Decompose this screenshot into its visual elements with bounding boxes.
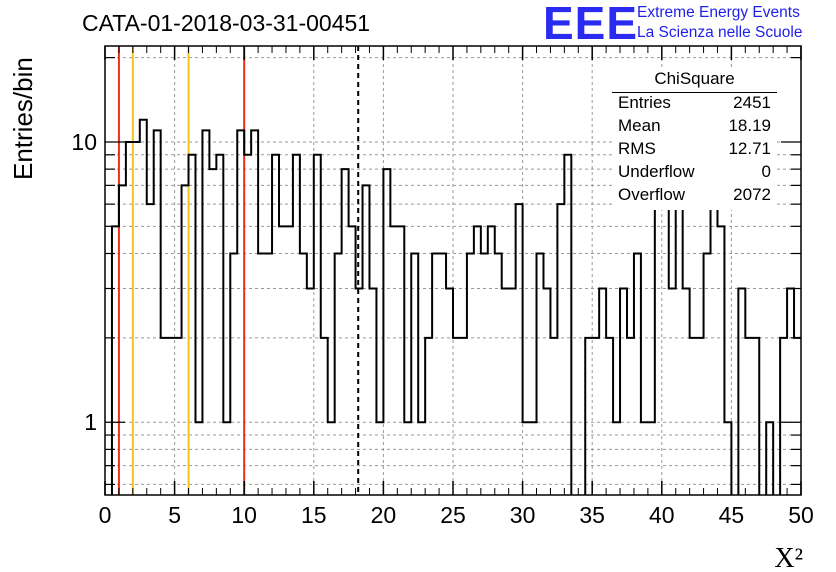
tick-labels: 0 5 10 15 20 25 30 35 40 45 50 1 10 bbox=[71, 129, 813, 528]
x-tick-label: 50 bbox=[788, 502, 814, 528]
stats-row-underflow: Underflow 0 bbox=[618, 162, 771, 184]
histogram-line bbox=[110, 118, 801, 495]
stats-value: 12.71 bbox=[728, 139, 771, 158]
y-axis-label: Entries/bin bbox=[8, 57, 38, 180]
logo-line-2: La Scienza nelle Scuole bbox=[637, 24, 803, 41]
chart-title: CATA-01-2018-03-31-00451 bbox=[82, 10, 371, 36]
reference-lines bbox=[117, 46, 360, 495]
stats-key: Mean bbox=[618, 116, 661, 135]
x-tick-label: 20 bbox=[371, 502, 397, 528]
x-tick-label: 15 bbox=[301, 502, 327, 528]
logo-line-1: Extreme Energy Events bbox=[637, 4, 800, 21]
stats-row-entries: Entries 2451 bbox=[618, 93, 771, 115]
stats-box: ChiSquare Entries 2451 Mean 18.19 RMS 12.71… bbox=[612, 67, 777, 210]
x-tick-label: 0 bbox=[99, 502, 112, 528]
x-tick-label: 25 bbox=[440, 502, 466, 528]
eee-logo: EEE Extreme Energy Events La Scienza nel… bbox=[543, 0, 836, 49]
stats-row-overflow: Overflow 2072 bbox=[618, 185, 771, 207]
x-tick-label: 10 bbox=[231, 502, 257, 528]
stats-divider bbox=[612, 92, 777, 93]
x-tick-label: 45 bbox=[719, 502, 745, 528]
y-tick-label: 1 bbox=[84, 409, 97, 435]
stats-key: Underflow bbox=[618, 162, 695, 181]
x-tick-label: 5 bbox=[168, 502, 181, 528]
stats-key: Entries bbox=[618, 93, 671, 112]
stats-title: ChiSquare bbox=[654, 69, 735, 88]
x-tick-label: 35 bbox=[579, 502, 605, 528]
stats-row-rms: RMS 12.71 bbox=[618, 139, 771, 161]
x-axis-label: X² bbox=[774, 543, 803, 572]
x-tick-label: 30 bbox=[510, 502, 536, 528]
stats-value: 18.19 bbox=[728, 116, 771, 135]
stats-key: RMS bbox=[618, 139, 656, 158]
y-tick-label: 10 bbox=[71, 129, 97, 155]
axis-ticks bbox=[104, 46, 802, 495]
logo-letters: EEE bbox=[543, 0, 639, 49]
x-tick-label: 40 bbox=[649, 502, 675, 528]
stats-key: Overflow bbox=[618, 185, 686, 204]
stats-row-mean: Mean 18.19 bbox=[618, 116, 771, 138]
stats-value: 0 bbox=[761, 162, 771, 181]
stats-value: 2072 bbox=[733, 185, 771, 204]
stats-value: 2451 bbox=[733, 93, 771, 112]
